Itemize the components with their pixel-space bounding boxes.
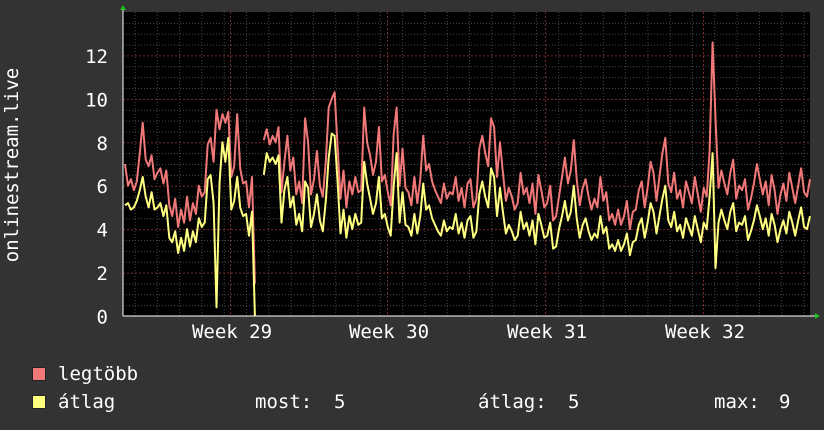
series-line-legtobb	[124, 41, 811, 284]
legend-label-atlag: átlag	[58, 391, 116, 413]
y-tick-label: 0	[97, 307, 108, 329]
stat-max-value: 9	[779, 391, 791, 413]
y-tick-label: 8	[97, 133, 108, 155]
x-axis-arrow-icon	[815, 313, 820, 319]
y-tick-label: 12	[85, 46, 108, 68]
y-tick-label: 6	[97, 176, 108, 198]
y-tick-label: 2	[97, 263, 108, 285]
stat-max-label: max:	[714, 391, 760, 413]
y-axis: 0 2 4 6 8 10 12	[85, 46, 108, 329]
grid	[123, 12, 810, 316]
x-tick-label: Week 30	[349, 321, 429, 343]
x-tick-label: Week 29	[192, 321, 272, 343]
stat-most-label: most:	[255, 391, 313, 413]
y-axis-arrow-icon	[120, 5, 126, 10]
stat-atlag-value: 5	[568, 391, 580, 413]
y-tick-label: 4	[97, 220, 108, 242]
legend-swatch-atlag	[32, 395, 46, 409]
legend-swatch-legtobb	[32, 367, 46, 381]
stat-atlag-label: átlag:	[478, 391, 547, 413]
legend-label-legtobb: legtöbb	[58, 363, 139, 385]
stat-most-value: 5	[334, 391, 346, 413]
y-tick-label: 10	[85, 89, 108, 111]
series-line-atlag	[124, 132, 811, 317]
y-axis-label: onlinestream.live	[1, 68, 23, 262]
series-layer	[124, 41, 811, 317]
plot-area	[123, 12, 810, 316]
x-tick-label: Week 32	[665, 321, 745, 343]
x-tick-label: Week 31	[507, 321, 587, 343]
x-axis: Week 29 Week 30 Week 31 Week 32	[192, 321, 745, 343]
